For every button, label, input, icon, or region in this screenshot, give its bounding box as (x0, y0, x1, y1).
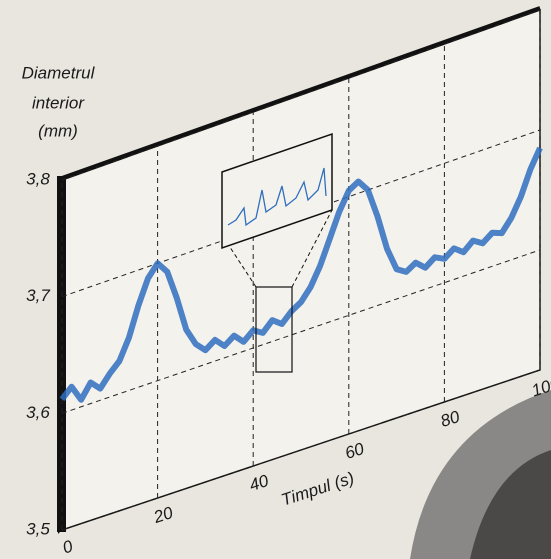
data-line (59, 146, 543, 403)
y-axis-label: interior (32, 93, 85, 112)
y-tick-label: 3,6 (26, 403, 50, 422)
zoom-connector (291, 209, 333, 288)
grid-line (61, 369, 541, 531)
x-tick-label: 20 (150, 503, 175, 527)
zoom-inset (221, 132, 333, 250)
plane-top-edge (61, 6, 541, 180)
y-tick-label: 3,7 (26, 286, 50, 305)
photo-shadow (470, 450, 551, 559)
zoom-region (255, 286, 293, 373)
x-axis-label: Timpul (s) (279, 468, 357, 509)
grid-line (61, 9, 541, 181)
x-tick-label: 80 (438, 407, 462, 431)
y-axis-label: (mm) (38, 121, 78, 140)
x-tick-label: 0 (60, 536, 75, 557)
grid-line (61, 249, 541, 414)
y-tick-label: 3,5 (26, 519, 50, 538)
x-tick-label: 60 (343, 439, 367, 463)
y-tick-label: 3,8 (26, 169, 50, 188)
x-tick-label: 40 (247, 471, 271, 495)
zoom-waveform (227, 167, 327, 227)
y-axis-label: Diametrul (22, 63, 96, 82)
x-tick-label: 100 (529, 373, 551, 400)
